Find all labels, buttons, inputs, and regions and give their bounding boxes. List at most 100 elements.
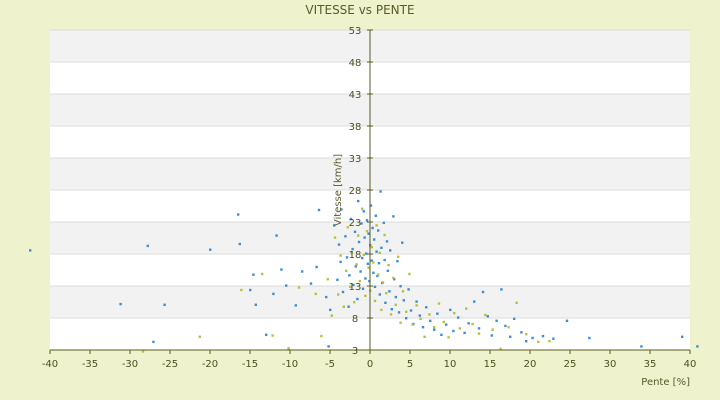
data-point — [287, 347, 290, 350]
x-tick-label: 15 — [484, 359, 497, 370]
data-point — [356, 297, 359, 301]
data-point — [384, 301, 387, 304]
x-tick-label: 40 — [684, 359, 697, 370]
data-point — [329, 308, 332, 312]
data-point — [340, 208, 343, 211]
data-point — [370, 259, 373, 262]
x-tick-label: 35 — [644, 359, 657, 370]
data-point — [640, 345, 643, 348]
data-point — [486, 315, 489, 318]
x-tick-label: 10 — [444, 359, 457, 370]
data-point — [271, 334, 274, 337]
data-point — [351, 247, 354, 251]
data-point — [481, 290, 485, 294]
data-point — [146, 244, 149, 248]
x-tick-label: 0 — [367, 359, 373, 370]
data-point — [317, 208, 321, 212]
data-point — [372, 271, 375, 274]
data-point — [373, 299, 377, 303]
data-point — [333, 236, 337, 239]
data-point — [29, 249, 32, 252]
data-point — [365, 230, 369, 233]
x-tick-label: -25 — [162, 359, 178, 370]
data-point — [337, 293, 340, 296]
data-point — [301, 270, 304, 273]
y-tick-label: 3 — [352, 346, 358, 357]
data-point — [513, 317, 516, 320]
data-point — [383, 258, 386, 262]
data-point — [336, 278, 339, 281]
data-point — [437, 302, 441, 305]
data-point — [254, 303, 257, 306]
data-point — [418, 314, 421, 317]
x-tick-label: -5 — [325, 359, 335, 370]
data-point — [345, 269, 348, 272]
data-point — [362, 210, 365, 213]
data-point — [371, 226, 374, 230]
data-point — [495, 319, 498, 322]
data-point — [681, 335, 684, 338]
data-point — [367, 232, 370, 235]
data-point — [152, 340, 155, 344]
data-point — [442, 320, 445, 324]
data-point — [358, 279, 361, 283]
data-point — [537, 340, 540, 344]
data-point — [272, 292, 275, 296]
data-point — [163, 303, 166, 306]
data-point — [552, 337, 555, 340]
chart-title: VITESSE vs PENTE — [305, 3, 414, 17]
data-point — [389, 313, 393, 316]
data-point — [393, 278, 396, 281]
data-point — [339, 260, 342, 264]
data-point — [265, 333, 268, 336]
y-tick-label: 18 — [349, 250, 362, 261]
y-tick-label: 23 — [349, 218, 362, 229]
x-tick-label: 20 — [524, 359, 537, 370]
data-point — [453, 311, 456, 315]
y-tick-label: 33 — [349, 154, 362, 165]
data-point — [477, 332, 481, 335]
data-point — [428, 313, 431, 316]
data-point — [315, 265, 318, 269]
data-point — [490, 334, 493, 337]
data-point — [440, 333, 443, 336]
data-point — [209, 248, 212, 251]
data-point — [458, 327, 461, 330]
data-point — [407, 288, 410, 291]
data-point — [392, 276, 395, 280]
data-point — [380, 308, 383, 312]
data-point — [433, 328, 436, 331]
data-point — [353, 230, 357, 233]
data-point — [357, 199, 360, 203]
axes — [49, 29, 691, 354]
data-point — [548, 340, 551, 343]
data-point — [378, 293, 381, 296]
data-point — [467, 322, 470, 325]
data-point — [375, 250, 378, 253]
data-point — [252, 273, 255, 276]
data-point — [386, 269, 389, 272]
data-point — [285, 284, 288, 287]
data-point — [346, 226, 349, 229]
x-tick-labels: -40 -35 -30 -25 -20 -15 -10 -5 0 5 10 15 20 25 30 35 40 — [42, 359, 697, 370]
data-point — [330, 314, 333, 317]
data-point — [397, 255, 400, 258]
data-point — [387, 263, 390, 267]
data-point — [240, 288, 243, 292]
data-point — [394, 295, 397, 299]
data-point — [341, 290, 345, 294]
data-point — [504, 324, 507, 328]
data-point — [433, 326, 436, 329]
data-point — [396, 260, 399, 263]
data-point — [390, 308, 393, 311]
data-point — [374, 214, 377, 217]
y-tick-label: 43 — [349, 90, 362, 101]
data-point — [436, 312, 439, 315]
data-point — [375, 224, 378, 227]
data-point — [401, 290, 405, 293]
data-point — [377, 229, 380, 232]
data-point — [421, 326, 425, 329]
data-point — [363, 236, 366, 239]
